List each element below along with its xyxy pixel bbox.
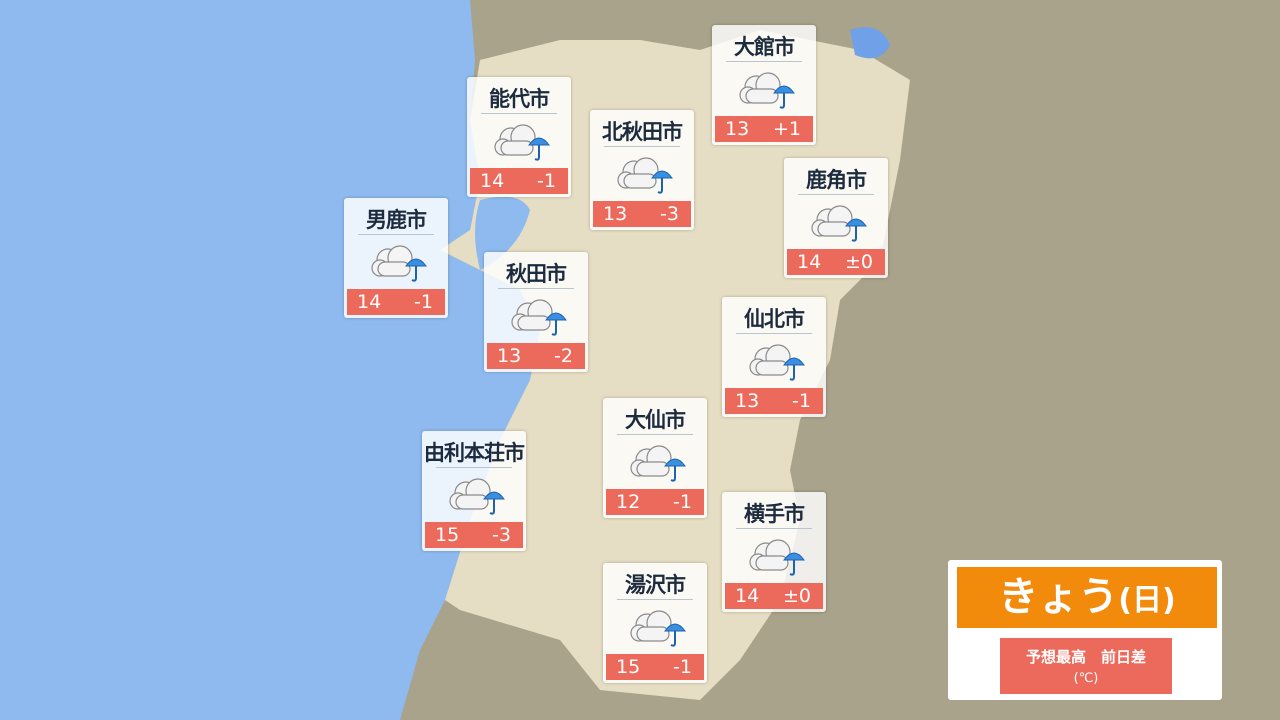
city-card: 由利本荘市 15 -3 xyxy=(422,431,526,551)
city-card: 横手市 14 ±0 xyxy=(722,492,826,612)
temp-diff: -2 xyxy=(554,345,573,367)
city-name: 湯沢市 xyxy=(625,573,686,597)
divider xyxy=(498,288,574,289)
weather-icon xyxy=(630,445,686,482)
divider xyxy=(726,61,802,62)
temp-bar: 13 -1 xyxy=(725,388,823,414)
temp-bar: 13 -3 xyxy=(593,201,691,227)
weather-icon xyxy=(511,299,567,336)
divider xyxy=(604,146,680,147)
city-name: 横手市 xyxy=(744,502,805,526)
high-temp: 14 xyxy=(797,251,822,273)
high-temp: 14 xyxy=(357,291,382,313)
divider xyxy=(436,467,512,468)
temp-bar: 15 -1 xyxy=(606,654,704,680)
weather-icon xyxy=(494,124,550,161)
legend-day-word: きょう xyxy=(998,574,1119,620)
temp-bar: 14 -1 xyxy=(470,168,568,194)
city-name: 能代市 xyxy=(489,87,550,111)
temp-bar: 14 -1 xyxy=(347,289,445,315)
temp-diff: -1 xyxy=(414,291,433,313)
legend: きょう(日) 予想最高 前日差 (℃) xyxy=(948,560,1222,700)
city-card: 能代市 14 -1 xyxy=(467,77,571,197)
city-name: 鹿角市 xyxy=(806,168,867,192)
high-temp: 14 xyxy=(480,170,505,192)
temp-diff: -1 xyxy=(792,390,811,412)
legend-unit: (℃) xyxy=(1073,671,1099,686)
temp-diff: -1 xyxy=(673,656,692,678)
weather-icon xyxy=(749,539,805,576)
divider xyxy=(798,194,874,195)
legend-label: 予想最高 前日差 xyxy=(1025,648,1146,666)
city-card: 大館市 13 +1 xyxy=(712,25,816,145)
divider xyxy=(617,599,693,600)
high-temp: 13 xyxy=(497,345,522,367)
city-card: 北秋田市 13 -3 xyxy=(590,110,694,230)
city-card: 大仙市 12 -1 xyxy=(603,398,707,518)
weather-icon xyxy=(739,72,795,109)
city-name: 由利本荘市 xyxy=(424,441,525,465)
high-temp: 14 xyxy=(735,585,760,607)
legend-title: きょう(日) xyxy=(957,567,1217,628)
temp-bar: 14 ±0 xyxy=(787,249,885,275)
city-name: 男鹿市 xyxy=(366,208,427,232)
city-card: 秋田市 13 -2 xyxy=(484,252,588,372)
city-name: 仙北市 xyxy=(744,307,805,331)
temp-bar: 15 -3 xyxy=(425,522,523,548)
legend-day: (日) xyxy=(1118,583,1176,618)
temp-diff: -3 xyxy=(492,524,511,546)
temp-diff: -3 xyxy=(660,203,679,225)
temp-diff: ±0 xyxy=(782,585,811,607)
weather-icon xyxy=(749,344,805,381)
temp-bar: 13 -2 xyxy=(487,343,585,369)
temp-diff: +1 xyxy=(772,118,801,140)
city-card: 鹿角市 14 ±0 xyxy=(784,158,888,278)
high-temp: 13 xyxy=(725,118,750,140)
city-card: 湯沢市 15 -1 xyxy=(603,563,707,683)
weather-icon xyxy=(449,478,505,515)
divider xyxy=(358,234,434,235)
weather-icon xyxy=(617,157,673,194)
city-name: 大館市 xyxy=(734,35,795,59)
divider xyxy=(736,333,812,334)
city-name: 大仙市 xyxy=(625,408,686,432)
high-temp: 13 xyxy=(603,203,628,225)
divider xyxy=(617,434,693,435)
divider xyxy=(481,113,557,114)
city-card: 男鹿市 14 -1 xyxy=(344,198,448,318)
temp-diff: -1 xyxy=(537,170,556,192)
high-temp: 15 xyxy=(435,524,460,546)
temp-bar: 13 +1 xyxy=(715,116,813,142)
high-temp: 12 xyxy=(616,491,641,513)
divider xyxy=(736,528,812,529)
weather-icon xyxy=(630,610,686,647)
weather-icon xyxy=(371,245,427,282)
temp-diff: ±0 xyxy=(844,251,873,273)
city-name: 北秋田市 xyxy=(602,120,683,144)
weather-icon xyxy=(811,205,867,242)
temp-diff: -1 xyxy=(673,491,692,513)
high-temp: 15 xyxy=(616,656,641,678)
temp-bar: 14 ±0 xyxy=(725,583,823,609)
temp-bar: 12 -1 xyxy=(606,489,704,515)
city-name: 秋田市 xyxy=(506,262,567,286)
high-temp: 13 xyxy=(735,390,760,412)
city-card: 仙北市 13 -1 xyxy=(722,297,826,417)
legend-key: 予想最高 前日差 (℃) xyxy=(1000,638,1172,694)
